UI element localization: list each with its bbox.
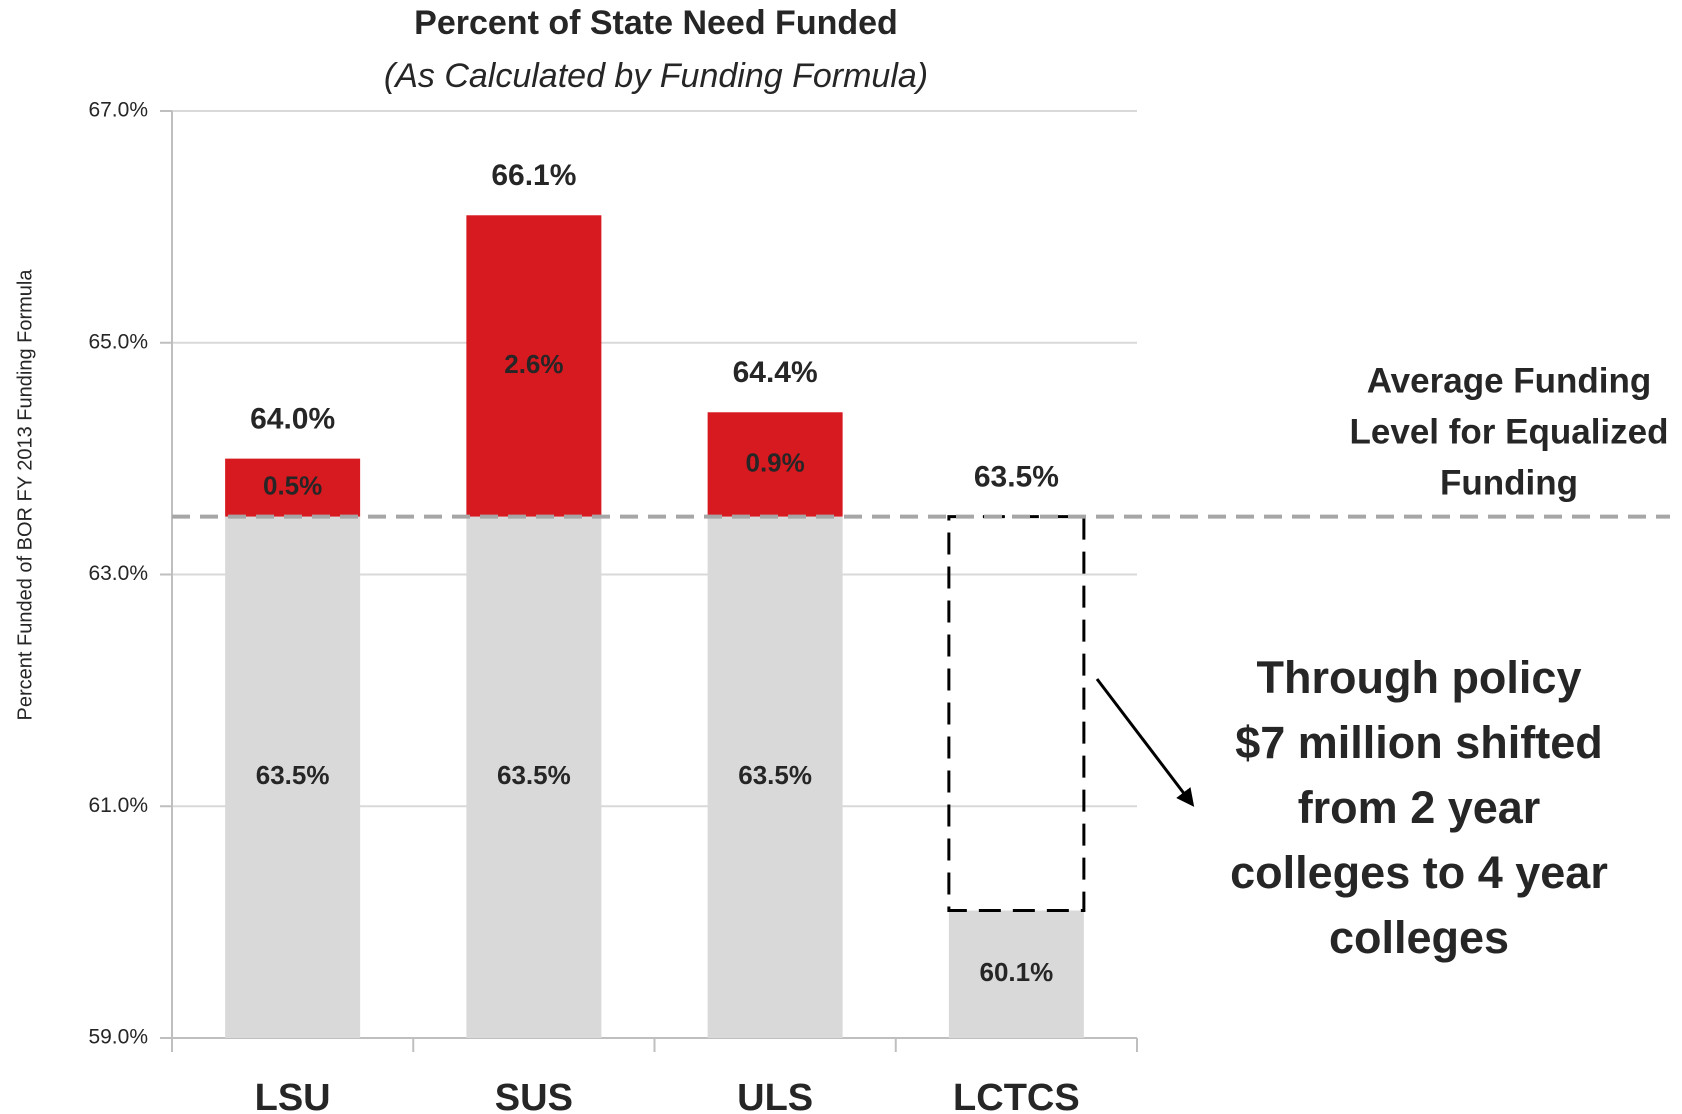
y-tick-label: 61.0%	[88, 794, 148, 817]
bar-segment	[225, 458, 361, 517]
total-label: 64.0%	[250, 403, 335, 436]
annotation: $7 million shifted	[1235, 717, 1603, 768]
y-tick-label: 67.0%	[88, 99, 148, 122]
annotation: Through policy	[1257, 652, 1582, 703]
chart-subtitle: (As Calculated by Funding Formula)	[384, 57, 928, 95]
x-tick-label: ULS	[737, 1077, 813, 1114]
total-label: 64.4%	[733, 356, 818, 389]
y-tick-label: 63.0%	[88, 562, 148, 585]
x-tick-label: LSU	[255, 1077, 331, 1114]
bar-segment	[466, 215, 602, 517]
value-label: 63.5%	[497, 760, 571, 790]
y-axis-label: Percent Funded of BOR FY 2013 Funding Fo…	[14, 269, 36, 721]
x-tick-label: LCTCS	[953, 1077, 1080, 1114]
total-label: 63.5%	[974, 460, 1059, 493]
reference-label: Funding	[1440, 463, 1578, 502]
y-tick-label: 65.0%	[88, 330, 148, 353]
annotation: from 2 year	[1298, 782, 1541, 833]
annotation: colleges to 4 year	[1230, 847, 1608, 898]
value-label: 63.5%	[738, 760, 812, 790]
bar-segment	[948, 910, 1084, 1038]
total-label: 66.1%	[491, 159, 576, 192]
value-label: 60.1%	[980, 957, 1054, 987]
reference-label: Average Funding	[1367, 361, 1652, 400]
bar-segment	[707, 412, 843, 517]
annotation-arrow	[1095, 678, 1195, 807]
reference-label: Level for Equalized	[1350, 412, 1669, 451]
bar-segment	[947, 515, 1086, 913]
bar-segment	[466, 516, 602, 1038]
chart-title: Percent of State Need Funded	[414, 4, 898, 42]
annotation: colleges	[1329, 912, 1509, 963]
x-tick-label: SUS	[495, 1077, 573, 1114]
value-label: 0.5%	[263, 470, 322, 500]
value-label: 0.9%	[745, 447, 804, 477]
y-tick-label: 59.0%	[88, 1026, 148, 1049]
value-label: 63.5%	[256, 760, 330, 790]
bar-segment	[707, 516, 843, 1038]
bar-segment	[225, 516, 361, 1038]
value-label: 2.6%	[504, 349, 563, 379]
